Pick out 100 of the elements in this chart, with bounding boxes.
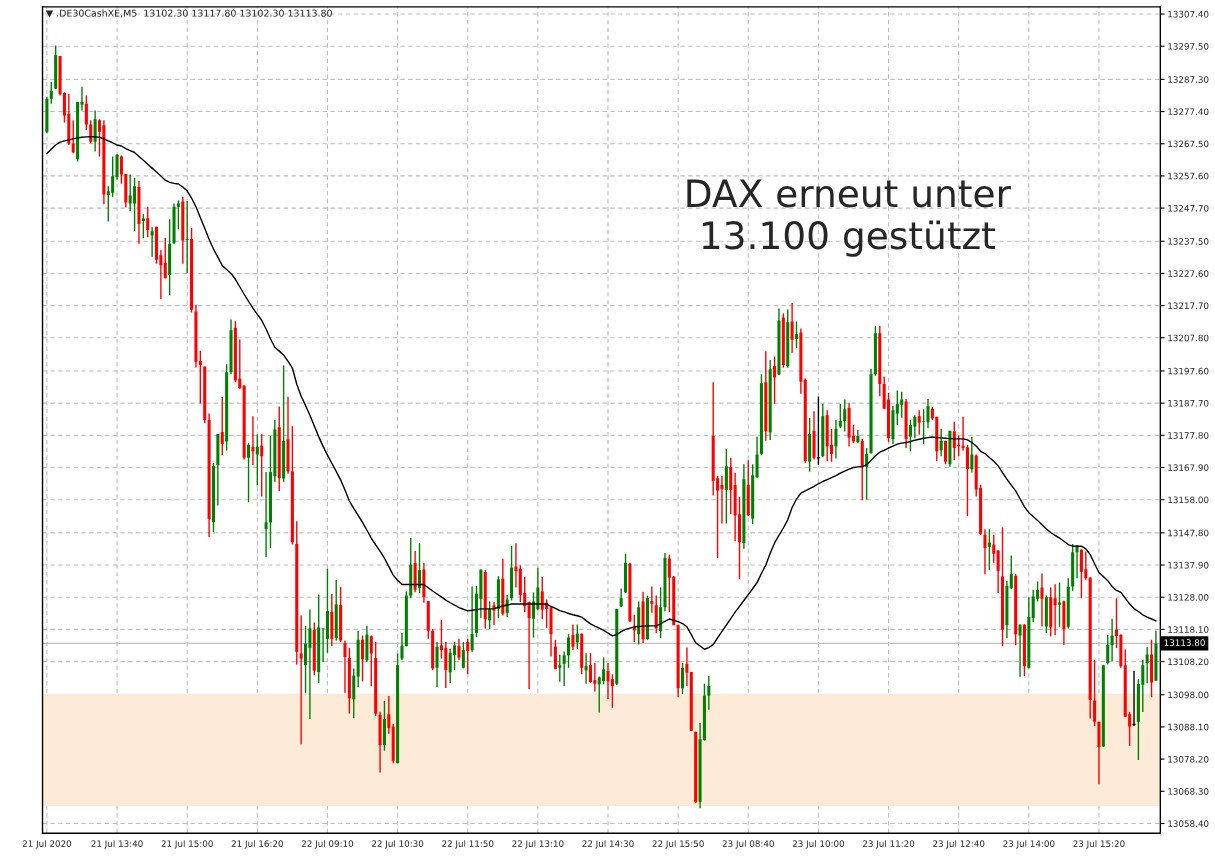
candlestick	[220, 396, 224, 456]
candlestick	[176, 199, 180, 230]
candlestick	[133, 177, 137, 232]
x-tick-label: 22 Jul 15:50	[652, 840, 704, 849]
candlestick	[917, 409, 921, 436]
candlestick	[444, 641, 448, 689]
candlestick	[417, 542, 422, 594]
x-tick-label: 23 Jul 14:00	[1003, 840, 1055, 849]
candlestick	[724, 447, 728, 525]
y-tick-label: 13118.10	[1168, 626, 1209, 633]
x-tick-label: 22 Jul 09:10	[301, 840, 354, 849]
candlestick	[610, 673, 614, 709]
candlestick	[1040, 572, 1044, 628]
candlestick	[584, 652, 588, 685]
candlestick	[93, 109, 97, 153]
candlestick	[115, 153, 119, 181]
candlestick	[900, 391, 904, 419]
candlestick	[939, 428, 943, 457]
y-tick-label: 13227.60	[1168, 270, 1209, 277]
y-tick-label: 13287.30	[1168, 76, 1209, 83]
candlestick	[720, 475, 724, 525]
x-tick-label: 21 Jul 2020	[22, 840, 72, 849]
x-tick-label: 22 Jul 14:30	[582, 840, 634, 849]
candlestick	[435, 641, 439, 688]
annotation: DAX erneut unter 13.100 gestützt	[687, 179, 1011, 257]
x-tick-label: 22 Jul 10:30	[372, 840, 424, 849]
candlestick	[540, 576, 544, 621]
candlestick	[908, 419, 912, 452]
candlestick	[343, 639, 347, 694]
candlestick	[1057, 581, 1062, 628]
x-tick-label: 21 Jul 13:40	[91, 840, 143, 849]
candlestick	[922, 408, 926, 445]
y-tick-label: 13207.80	[1168, 334, 1209, 342]
y-tick-label: 13277.40	[1168, 108, 1209, 115]
candlestick	[89, 119, 93, 145]
candlestick	[773, 355, 777, 405]
candlestick	[255, 433, 259, 486]
y-tick-label: 13217.70	[1168, 302, 1209, 310]
candlestick	[198, 350, 202, 405]
candlestick	[790, 302, 794, 354]
y-tick-label: 13197.60	[1168, 367, 1209, 375]
y-tick-label: 13098.00	[1168, 691, 1209, 699]
candlestick	[1145, 646, 1149, 685]
candlestick	[505, 594, 509, 618]
y-tick-label: 13078.20	[1168, 755, 1209, 763]
candlestick	[360, 634, 365, 683]
candlestick	[1106, 634, 1110, 666]
candlestick	[654, 594, 658, 634]
candlestick	[260, 433, 264, 498]
y-tick-label: 13267.50	[1168, 140, 1209, 148]
candlestick	[1084, 550, 1088, 581]
candlestick	[983, 528, 987, 575]
candlestick	[352, 667, 356, 719]
candlestick	[448, 647, 452, 684]
candlestick	[685, 646, 689, 687]
candlestick	[185, 200, 189, 274]
candlestick	[843, 398, 847, 433]
candlestick	[970, 435, 974, 474]
candlestick	[650, 585, 654, 614]
candlestick	[1053, 583, 1057, 636]
candlestick	[680, 662, 685, 695]
x-tick-label: 22 Jul 11:50	[442, 840, 494, 849]
candlestick	[553, 639, 557, 671]
candlestick	[457, 638, 461, 661]
y-tick-label: 13068.30	[1168, 788, 1209, 795]
candlestick	[387, 695, 391, 735]
candlestick	[299, 614, 303, 745]
candlestick	[729, 457, 733, 516]
candlestick	[531, 591, 536, 639]
candlestick	[163, 237, 167, 280]
y-tick-label: 13147.80	[1168, 529, 1209, 537]
y-tick-label: 13167.90	[1168, 464, 1209, 471]
y-tick-label: 13187.70	[1168, 399, 1209, 407]
y-tick-label: 13088.10	[1168, 723, 1209, 731]
candlestick	[492, 601, 496, 626]
candlestick	[619, 587, 623, 608]
y-tick-label: 13257.60	[1168, 172, 1209, 180]
candlestick	[1131, 670, 1137, 727]
candlestick	[247, 442, 251, 503]
y-tick-label: 13177.80	[1168, 432, 1209, 439]
x-tick-label: 21 Jul 16:20	[231, 840, 283, 849]
candlestick	[453, 641, 457, 671]
x-tick-label: 23 Jul 15:20	[1073, 840, 1125, 849]
ref-line-label: 13113.80	[1164, 639, 1205, 646]
candlestick	[1079, 548, 1083, 599]
y-tick-label: 13128.00	[1168, 594, 1209, 601]
candlestick	[369, 634, 373, 687]
y-tick-label: 13137.90	[1168, 561, 1209, 569]
candlestick	[965, 444, 969, 517]
y-tick-label: 13158.00	[1168, 496, 1209, 504]
candlestick	[992, 534, 996, 564]
candlestick	[146, 206, 150, 239]
candlestick	[838, 403, 842, 429]
candlestick	[987, 528, 991, 571]
candlestick	[400, 632, 404, 661]
candlestick	[304, 625, 308, 694]
x-tick-label: 21 Jul 15:00	[161, 840, 213, 849]
y-tick-label: 13237.50	[1168, 238, 1209, 245]
candlestick	[466, 638, 470, 675]
candlestick	[755, 435, 759, 479]
